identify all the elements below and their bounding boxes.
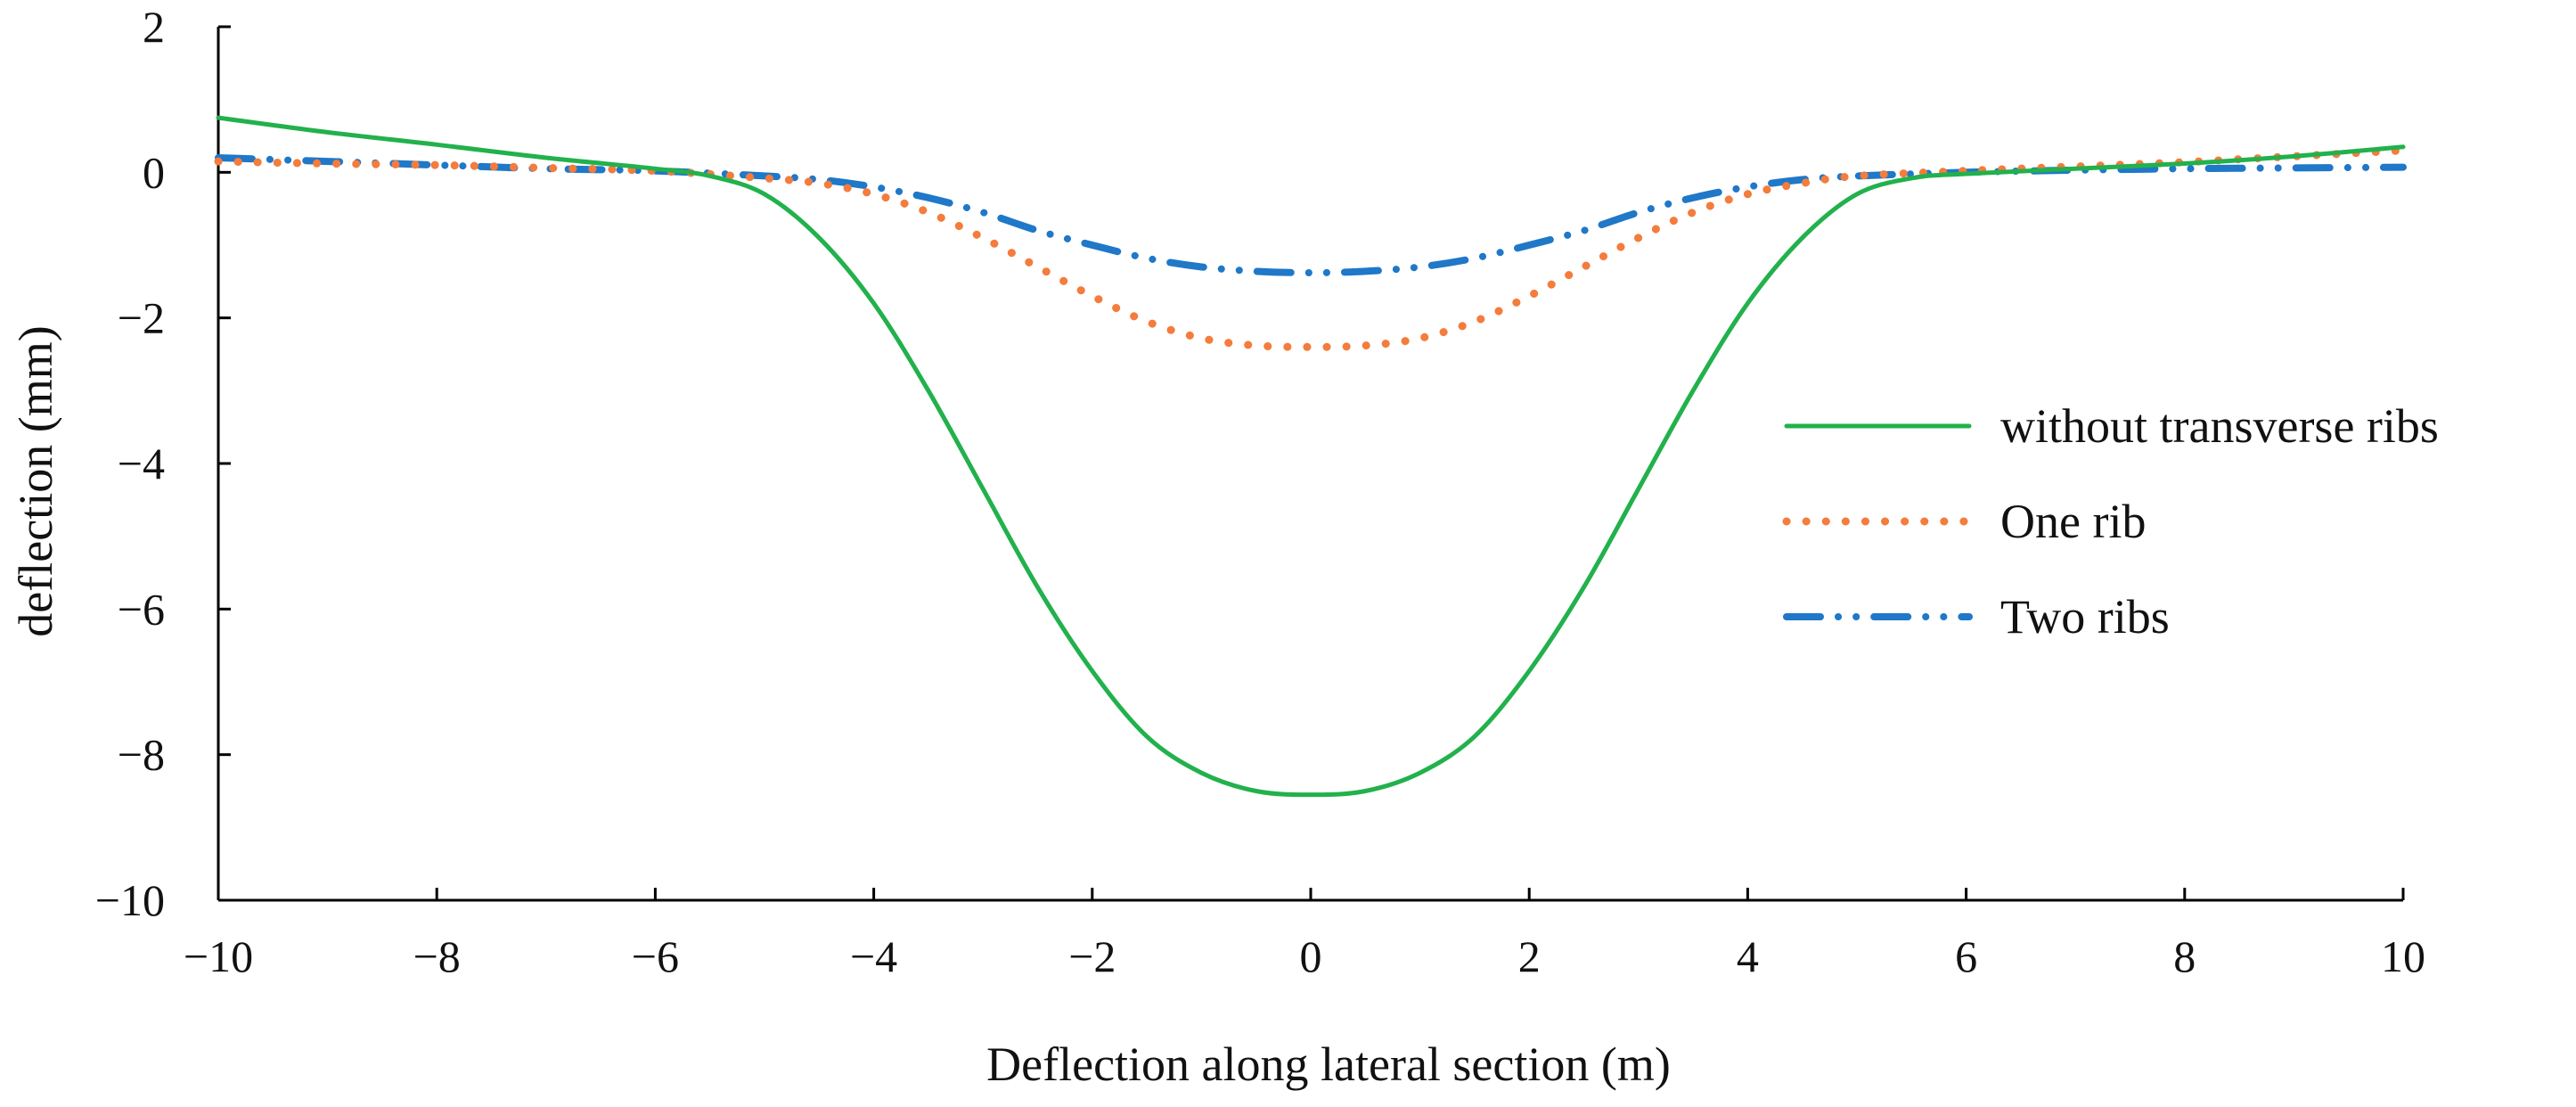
y-tick-label: 2 (143, 2, 165, 52)
series-group (214, 115, 2408, 798)
legend-label-2: One rib (2000, 495, 2146, 548)
y-tick-label: −6 (118, 584, 165, 634)
x-tick-label: −4 (850, 931, 897, 981)
x-axis-title: Deflection along lateral section (m) (986, 1037, 1671, 1091)
series-line-3 (215, 154, 2407, 277)
x-tick-label: −2 (1068, 931, 1116, 981)
plot-area: −10 −8 −6 −4 −2 0 2 4 6 8 10 2 0 −2 −4 −6 −8 −10 (95, 2, 2425, 981)
y-tick-label: −8 (118, 730, 165, 780)
y-tick-label: −2 (118, 293, 165, 343)
y-axis-title: deflection (mm) (9, 325, 62, 636)
series-line-1 (216, 115, 2406, 798)
x-tick-label: 4 (1737, 931, 1759, 981)
y-tick-label: 0 (143, 147, 165, 197)
y-tick-label: −10 (95, 875, 165, 925)
x-tick-label: 8 (2173, 931, 2196, 981)
x-tick-label: 10 (2381, 931, 2425, 981)
y-tick-label: −4 (118, 439, 165, 488)
legend-label-1: without transverse ribs (2000, 399, 2439, 453)
legend: without transverse ribs One rib Two ribs (1782, 399, 2439, 644)
x-ticks: −10 −8 −6 −4 −2 0 2 4 6 8 10 (184, 888, 2425, 981)
x-tick-label: −8 (413, 931, 461, 981)
x-tick-label: 2 (1518, 931, 1541, 981)
x-tick-label: −10 (184, 931, 253, 981)
y-ticks: 2 0 −2 −4 −6 −8 −10 (95, 2, 231, 925)
x-tick-label: −6 (632, 931, 679, 981)
x-tick-label: 6 (1955, 931, 1977, 981)
series-line-2 (214, 146, 2408, 351)
legend-label-3: Two ribs (2000, 590, 2170, 644)
x-tick-label: 0 (1300, 931, 1322, 981)
